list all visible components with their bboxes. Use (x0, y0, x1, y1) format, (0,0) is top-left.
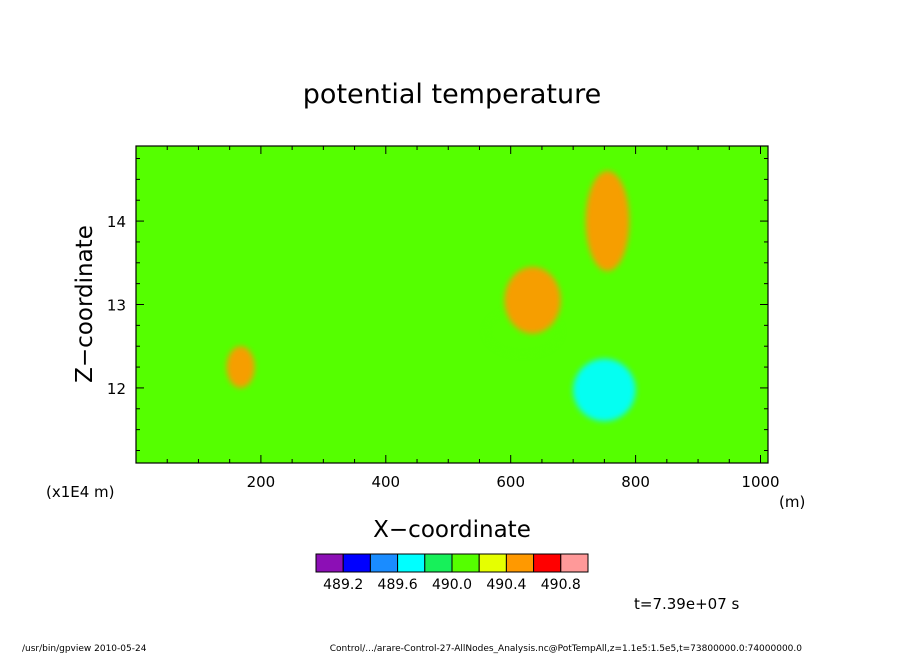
colorbar-swatch (505, 553, 535, 573)
colorbar-swatch (369, 553, 399, 573)
colorbar: 489.2 489.6 490.0 490.4 490.8 (315, 553, 589, 593)
colorbar-swatch (424, 553, 453, 573)
x-tick-label: 600 (496, 473, 525, 491)
colorbar-swatch (451, 553, 480, 573)
feature-patch-2 (504, 266, 561, 334)
x-axis: 200 400 600 800 1000 (166, 146, 780, 491)
time-label: t=7.39e+07 s (634, 595, 740, 613)
colorbar-label: 490.0 (432, 577, 472, 593)
colorbar-swatch (315, 553, 344, 573)
y-axis: 12 13 14 (107, 158, 768, 451)
chart-title: potential temperature (303, 79, 601, 110)
x-tick-label: 400 (371, 473, 400, 491)
colorbar-swatch (560, 553, 589, 573)
colorbar-label: 489.2 (323, 577, 363, 593)
x-unit-label: (m) (779, 493, 805, 511)
colorbar-swatch (397, 553, 426, 573)
footer-left: /usr/bin/gpview 2010-05-24 (22, 644, 147, 654)
y-tick-label: 12 (107, 380, 126, 398)
x-tick-label: 200 (247, 473, 276, 491)
colorbar-swatch (342, 553, 371, 573)
feature-patch-1 (573, 358, 636, 422)
colorbar-swatch (533, 553, 562, 573)
feature-patch-3 (585, 171, 630, 272)
plot-area (136, 146, 768, 463)
y-scale-label: (x1E4 m) (46, 483, 115, 501)
colorbar-label: 490.4 (486, 577, 526, 593)
y-axis-label: Z−coordinate (72, 225, 98, 383)
y-tick-label: 13 (107, 297, 126, 315)
colorbar-label: 489.6 (378, 577, 418, 593)
background-field (136, 146, 768, 463)
footer-right: Control/.../arare-Control-27-AllNodes_An… (330, 644, 803, 654)
y-tick-label: 14 (107, 213, 126, 231)
x-tick-label: 1000 (741, 473, 779, 491)
feature-patch-4 (226, 346, 255, 388)
x-axis-label: X−coordinate (373, 517, 531, 543)
x-tick-label: 800 (621, 473, 650, 491)
colorbar-label: 490.8 (541, 577, 581, 593)
colorbar-swatch (478, 553, 507, 573)
